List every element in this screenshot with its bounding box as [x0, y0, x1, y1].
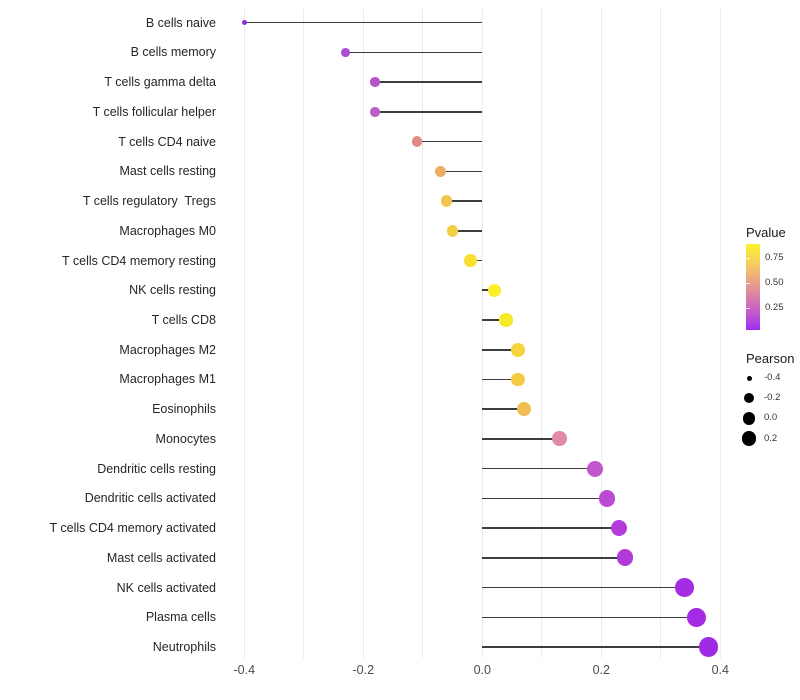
data-point — [511, 372, 525, 387]
data-point — [610, 519, 628, 537]
y-tick-label: T cells CD8 — [151, 313, 216, 327]
gridline — [541, 8, 543, 658]
y-tick-label: Monocytes — [155, 431, 216, 446]
data-point — [446, 224, 459, 237]
stem — [482, 348, 518, 351]
x-tick-label: 0.4 — [711, 663, 729, 677]
data-point — [241, 19, 248, 26]
y-tick-label: NK cells activated — [116, 580, 216, 595]
colorbar-tick-label: 0.75 — [765, 252, 784, 263]
pvalue-legend-title: Pvalue — [746, 225, 786, 240]
gridline — [481, 8, 483, 658]
data-point — [599, 490, 616, 507]
pvalue-colorbar — [746, 244, 760, 330]
pearson-legend-label: 0.0 — [764, 412, 778, 424]
pearson-legend-label: 0.2 — [764, 432, 778, 444]
y-tick-label: Mast cells activated — [106, 550, 216, 565]
y-tick-label: Macrophages M2 — [119, 342, 216, 357]
y-tick-label: NK cells resting — [129, 283, 216, 298]
data-point — [341, 48, 350, 57]
plot-panel — [232, 8, 736, 658]
y-tick-label: Dendritic cells resting — [97, 461, 216, 476]
stem — [375, 111, 483, 113]
y-tick-label: T cells regulatory Tregs — [82, 194, 216, 209]
data-point — [464, 254, 477, 267]
y-tick-label: Eosinophils — [152, 402, 216, 417]
y-tick-label: T cells CD4 memory resting — [62, 253, 216, 268]
colorbar-tick — [746, 283, 750, 284]
stem — [416, 140, 483, 143]
colorbar-tick-label: 0.50 — [765, 277, 784, 288]
gridline — [303, 8, 305, 658]
stem — [482, 408, 524, 410]
colorbar-tick — [746, 258, 750, 259]
pearson-legend-dot — [742, 412, 756, 425]
x-tick-label: -0.2 — [352, 663, 375, 677]
stem — [482, 527, 620, 529]
colorbar-tick-label: 0.25 — [765, 302, 784, 313]
y-tick-label: T cells CD4 naive — [118, 134, 216, 149]
stem — [482, 557, 626, 559]
gridline — [660, 8, 662, 658]
data-point — [370, 107, 380, 117]
stem — [482, 646, 709, 648]
x-tick-label: 0.0 — [473, 663, 491, 677]
data-point — [499, 313, 513, 327]
data-point — [616, 549, 634, 567]
gridline — [719, 8, 721, 658]
stem — [244, 21, 483, 24]
data-point — [517, 402, 531, 417]
gridline — [243, 8, 245, 658]
y-tick-label: B cells naive — [145, 15, 216, 30]
y-tick-label: Mast cells resting — [119, 164, 216, 179]
pearson-legend-dot — [741, 431, 757, 446]
pearson-legend-label: -0.4 — [764, 372, 781, 383]
stem — [375, 81, 483, 83]
x-tick-label: 0.2 — [592, 663, 610, 677]
y-tick-label: Dendritic cells activated — [84, 491, 216, 506]
data-point — [434, 165, 447, 178]
y-tick-label: Plasma cells — [145, 610, 216, 625]
stem — [440, 170, 483, 173]
data-point — [675, 578, 694, 597]
y-tick-label: Neutrophils — [152, 640, 216, 655]
data-point — [552, 431, 568, 447]
stem — [482, 497, 608, 500]
y-tick-label: T cells follicular helper — [92, 104, 216, 119]
data-point — [370, 77, 380, 87]
data-point — [511, 342, 525, 357]
stem — [482, 467, 596, 470]
colorbar-tick — [746, 308, 750, 309]
stem — [482, 586, 685, 589]
stem — [482, 438, 560, 440]
y-tick-label: Macrophages M1 — [119, 372, 216, 387]
stem — [482, 616, 697, 619]
stem — [345, 51, 483, 54]
data-point — [687, 607, 706, 627]
data-point — [440, 195, 453, 207]
y-tick-label: T cells CD4 memory activated — [49, 521, 217, 536]
y-tick-label: B cells memory — [130, 45, 216, 60]
data-point — [487, 283, 501, 297]
data-point — [698, 637, 719, 657]
stem — [482, 378, 518, 381]
gridline — [362, 8, 364, 658]
pearson-legend-title: Pearson — [746, 351, 795, 366]
pearson-legend-label: -0.2 — [764, 392, 781, 404]
stem — [452, 230, 483, 232]
gridline — [422, 8, 424, 658]
y-tick-label: T cells gamma delta — [104, 75, 216, 90]
pearson-legend-dot — [746, 375, 752, 381]
pearson-legend-dot — [743, 392, 755, 404]
y-tick-label: Macrophages M0 — [119, 223, 216, 238]
stem — [446, 200, 483, 202]
data-point — [411, 136, 423, 147]
gridline — [600, 8, 602, 658]
stem — [482, 319, 507, 321]
data-point — [587, 460, 604, 477]
x-tick-label: -0.4 — [233, 663, 256, 677]
